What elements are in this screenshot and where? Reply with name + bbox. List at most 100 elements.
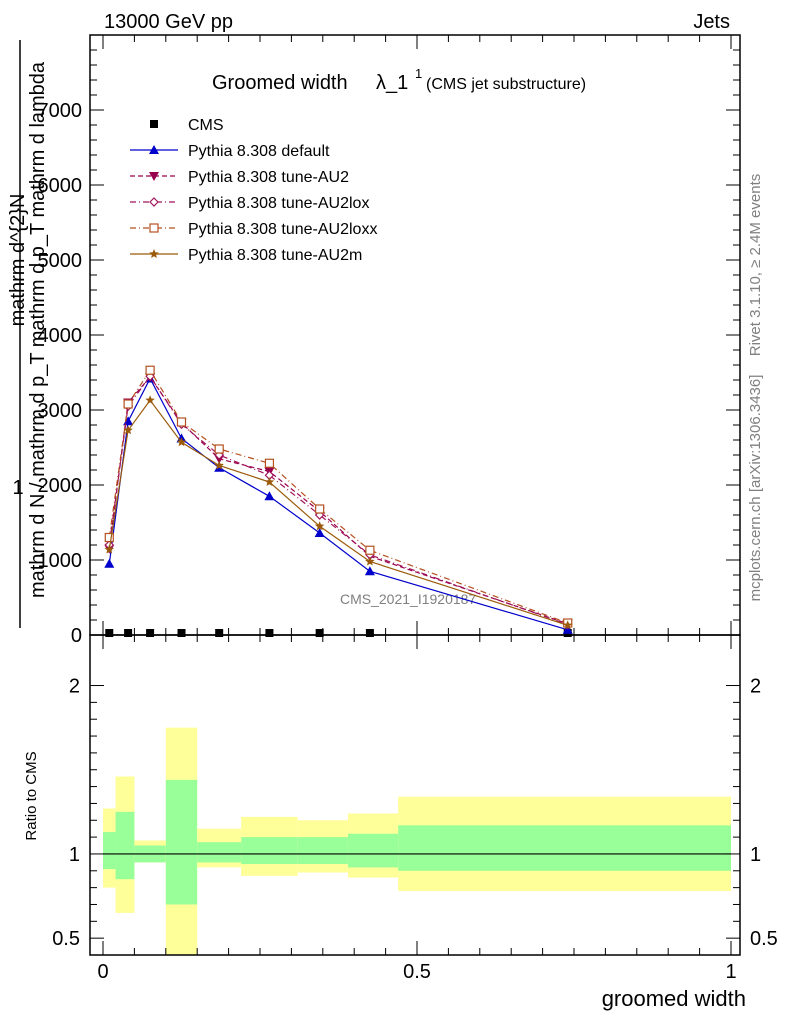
legend-label: Pythia 8.308 default [188, 143, 330, 160]
series-line-au2loxx [108, 369, 568, 624]
uncertainty-band-inner [115, 811, 135, 880]
mcplots-label: mcplots.cern.ch [arXiv:1306.3436] [747, 375, 764, 602]
main-axes-layer: 0 1000 2000 3000 4000 5000 6000 7000 [38, 35, 740, 647]
series-line-au2lox [108, 375, 568, 626]
title-main: Groomed width [212, 72, 348, 94]
legend-marker [149, 249, 159, 258]
legend-label: Pythia 8.308 tune-AU2 [188, 169, 349, 186]
y-tick-label: 5000 [38, 250, 83, 272]
x-tick-label: 0 [97, 961, 108, 983]
y-tick-label: 6000 [38, 175, 83, 197]
data-point-au2m [214, 460, 224, 470]
analysis-watermark: CMS_2021_I1920187 [340, 591, 476, 607]
legend-marker [149, 223, 159, 233]
data-point-default [264, 491, 275, 501]
series-line-au2 [108, 376, 568, 625]
y-tick-label: 1000 [38, 550, 83, 572]
data-point-au2loxx [104, 532, 114, 543]
data-point-cms [315, 629, 324, 637]
data-point-au2m [264, 477, 275, 486]
data-point-cms [177, 629, 186, 637]
y-tick-label: 2000 [38, 475, 83, 497]
y-tick-label: 0 [71, 625, 82, 647]
series-cms [105, 629, 572, 637]
data-point-au2loxx [214, 444, 224, 454]
ylabel-lower: mathrm d N / mathrm d p_T mathrm d p_T m… [27, 61, 49, 598]
main-plot-area: CMS_2021_I1920187 0 1000 2000 3000 4000 5000 6… [38, 34, 741, 647]
legend-item-au2m: Pythia 8.308 tune-AU2m [130, 247, 362, 264]
main-series-layer [104, 365, 573, 637]
ratio-y-label: Ratio to CMS [23, 751, 40, 840]
series-au2m [104, 395, 573, 630]
title-symbol: λ_1 [376, 72, 408, 94]
uncertainty-band-inner [347, 833, 399, 868]
data-point-au2m [145, 395, 155, 405]
legend-label: Pythia 8.308 tune-AU2loxx [188, 221, 377, 238]
ratio-axes-layer: 0.5 0.5 1 1 2 2 0 0.5 1 [52, 635, 778, 983]
legend-label: Pythia 8.308 tune-AU2m [188, 247, 362, 264]
ratio-y-tick-label-right: 2 [750, 676, 761, 698]
ratio-bands-layer [103, 727, 731, 955]
data-point-au2loxx [145, 365, 155, 375]
x-tick-label: 0.5 [403, 961, 431, 983]
data-point-cms [124, 629, 133, 637]
data-point-au2m [563, 620, 573, 630]
data-point-au2m [176, 437, 187, 447]
header-energy: 13000 GeV pp [104, 11, 233, 33]
data-point-default [314, 528, 325, 537]
legend-label: Pythia 8.308 tune-AU2lox [188, 195, 369, 212]
x-tick-label: 1 [725, 961, 736, 983]
series-au2loxx [104, 365, 573, 628]
legend-item-au2lox: Pythia 8.308 tune-AU2lox [130, 195, 369, 212]
uncertainty-band-inner [103, 832, 116, 870]
legend-label: CMS [188, 117, 224, 134]
data-point-au2loxx [315, 504, 325, 514]
ylabel-one: 1 [12, 477, 23, 499]
main-y-label: 1 mathrm d^{2}N mathrm d N / mathrm d p_… [7, 40, 49, 628]
legend-item-cms: CMS [150, 117, 224, 134]
ylabel-upper: mathrm d^{2}N [7, 194, 29, 327]
series-line-au2m [108, 399, 568, 626]
x-axis-label: groomed width [602, 986, 746, 1011]
legend-item-au2: Pythia 8.308 tune-AU2 [130, 169, 349, 186]
ratio-y-tick-label-right: 0.5 [750, 928, 778, 950]
data-point-au2loxx [264, 458, 275, 468]
uncertainty-band-inner [197, 842, 242, 863]
data-point-au2loxx [123, 399, 133, 409]
data-point-au2m [104, 544, 114, 554]
uncertainty-band-inner [165, 779, 198, 905]
data-point-cms [215, 629, 224, 637]
data-point-default [364, 566, 375, 576]
ratio-plot-frame [89, 634, 741, 956]
data-point-cms [265, 629, 274, 637]
uncertainty-band-inner [398, 825, 731, 871]
y-tick-label: 7000 [38, 100, 83, 122]
y-tick-label: 4000 [38, 325, 83, 347]
legend-item-default: Pythia 8.308 default [130, 143, 330, 160]
data-point-cms [105, 629, 114, 637]
legend-item-au2loxx: Pythia 8.308 tune-AU2loxx [130, 221, 377, 238]
ratio-y-tick-label: 0.5 [52, 928, 80, 950]
legend: CMS Pythia 8.308 default Pythia 8.308 tune… [130, 117, 377, 264]
data-point-cms [365, 629, 374, 637]
data-point-default [104, 558, 115, 568]
legend-marker [150, 120, 158, 128]
title-superscript: 1 [415, 66, 422, 81]
uncertainty-band-inner [297, 837, 348, 865]
legend-marker [149, 145, 159, 154]
uncertainty-band-inner [241, 837, 298, 865]
series-default [104, 373, 573, 634]
legend-marker [149, 197, 159, 207]
data-point-au2loxx [176, 417, 187, 427]
data-point-default [123, 416, 134, 426]
data-point-au2m [123, 425, 133, 435]
ratio-y-tick-label-right: 1 [750, 844, 761, 866]
header-process: Jets [693, 11, 730, 33]
ratio-y-tick-label: 1 [69, 844, 80, 866]
data-point-au2m [365, 556, 375, 566]
y-tick-label: 3000 [38, 400, 83, 422]
legend-marker [149, 172, 159, 181]
ratio-plot-area: 0.5 0.5 1 1 2 2 0 0.5 1 [52, 634, 778, 983]
rivet-label: Rivet 3.1.10, ≥ 2.4M events [747, 174, 764, 357]
